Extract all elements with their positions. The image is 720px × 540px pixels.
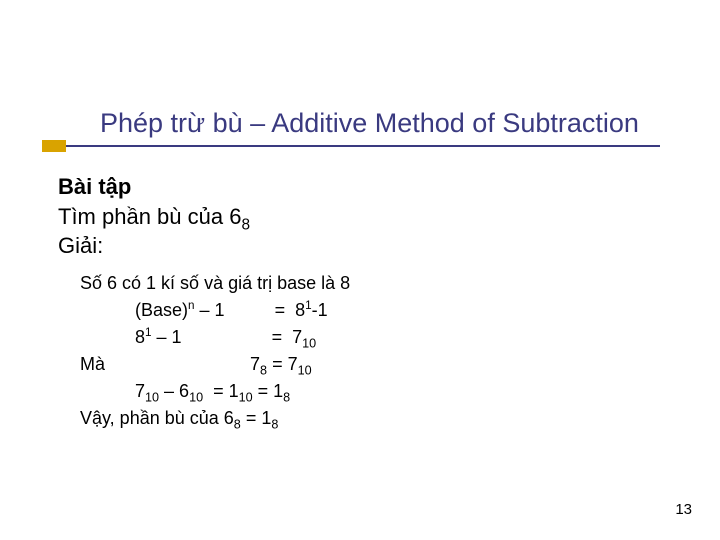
sub: 10 [145,391,159,405]
t: – 1 = 7 [152,327,303,347]
page-number: 13 [675,501,692,518]
t: – 1 = 8 [195,300,306,320]
sub: 10 [239,391,253,405]
sol-line-3: 81 – 1 = 710 [80,324,350,351]
solution-label: Giải: [58,231,250,261]
sol-line-2: (Base)n – 1 = 81-1 [80,297,350,324]
slide-title: Phép trừ bù – Additive Method of Subtrac… [100,108,639,139]
exercise-block: Bài tập Tìm phần bù của 68 Giải: [58,172,250,261]
title-accent [42,140,66,152]
prompt-sub: 8 [241,216,250,233]
t: = 1 [241,408,272,428]
t: = 1 [253,381,284,401]
exercise-prompt: Tìm phần bù của 68 [58,202,250,232]
sol-line-1: Số 6 có 1 kí số và giá trị base là 8 [80,270,350,297]
sol-line-4: Mà 78 = 710 [80,351,350,378]
t: Vậy, phần bù của 6 [80,408,234,428]
title-underline [60,145,660,147]
t: = 1 [203,381,239,401]
t: (Base) [80,300,188,320]
t: -1 [312,300,328,320]
sub: 10 [298,364,312,378]
t: 8 [80,327,145,347]
sol-line-6: Vậy, phần bù của 68 = 18 [80,405,350,432]
sub: 10 [302,337,316,351]
slide: Phép trừ bù – Additive Method of Subtrac… [0,0,720,540]
exercise-label: Bài tập [58,172,250,202]
sol-line-5: 710 – 610 = 110 = 18 [80,378,350,405]
sub: 8 [271,418,278,432]
sub: 10 [189,391,203,405]
t: 7 [80,381,145,401]
sub: 8 [260,364,267,378]
sub: 8 [283,391,290,405]
t: Mà 7 [80,354,260,374]
t: = 7 [267,354,298,374]
prompt-text: Tìm phần bù của 6 [58,204,241,229]
t: – 6 [159,381,189,401]
solution-block: Số 6 có 1 kí số và giá trị base là 8 (Ba… [80,270,350,432]
sub: 8 [234,418,241,432]
